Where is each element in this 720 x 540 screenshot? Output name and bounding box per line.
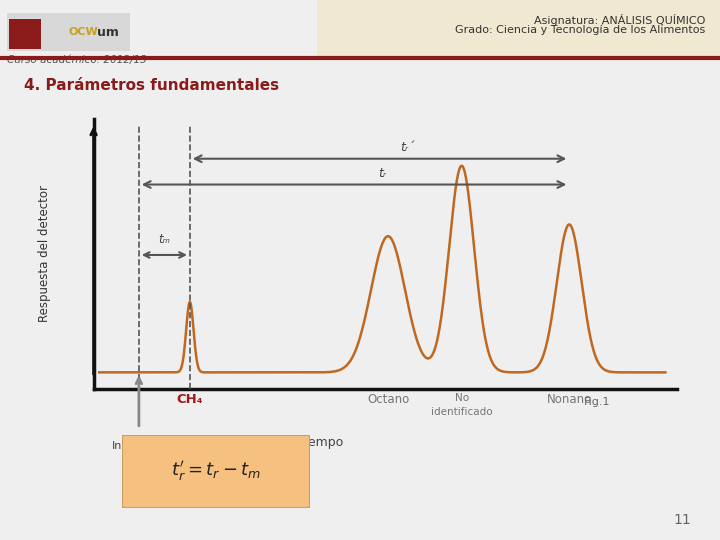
Text: Fig.1: Fig.1 bbox=[585, 397, 611, 407]
Text: Inyección: Inyección bbox=[112, 441, 166, 451]
Text: Asignatura: ANÁLISIS QUÍMICO: Asignatura: ANÁLISIS QUÍMICO bbox=[534, 14, 706, 25]
Text: Octano: Octano bbox=[367, 394, 409, 407]
Text: 4. Parámetros fundamentales: 4. Parámetros fundamentales bbox=[24, 78, 279, 93]
Text: tₘ: tₘ bbox=[158, 233, 171, 246]
Text: No
identificado: No identificado bbox=[431, 394, 492, 417]
Text: OCW: OCW bbox=[68, 28, 98, 37]
Text: Nonano: Nonano bbox=[546, 394, 592, 407]
Text: CH₄: CH₄ bbox=[176, 394, 203, 407]
Text: Grado: Ciencia y Tecnología de los Alimentos: Grado: Ciencia y Tecnología de los Alime… bbox=[455, 24, 706, 35]
Text: $t_r' = t_r - t_m$: $t_r' = t_r - t_m$ bbox=[171, 459, 261, 483]
Text: tᵣ: tᵣ bbox=[378, 167, 387, 180]
Text: Respuesta del detector: Respuesta del detector bbox=[37, 185, 50, 322]
Text: 11: 11 bbox=[673, 512, 691, 526]
Text: um: um bbox=[97, 26, 119, 39]
Text: Tiempo: Tiempo bbox=[297, 436, 343, 449]
Text: tᵣ´: tᵣ´ bbox=[400, 141, 415, 154]
Text: Curso académico: 2012/13: Curso académico: 2012/13 bbox=[7, 55, 147, 65]
